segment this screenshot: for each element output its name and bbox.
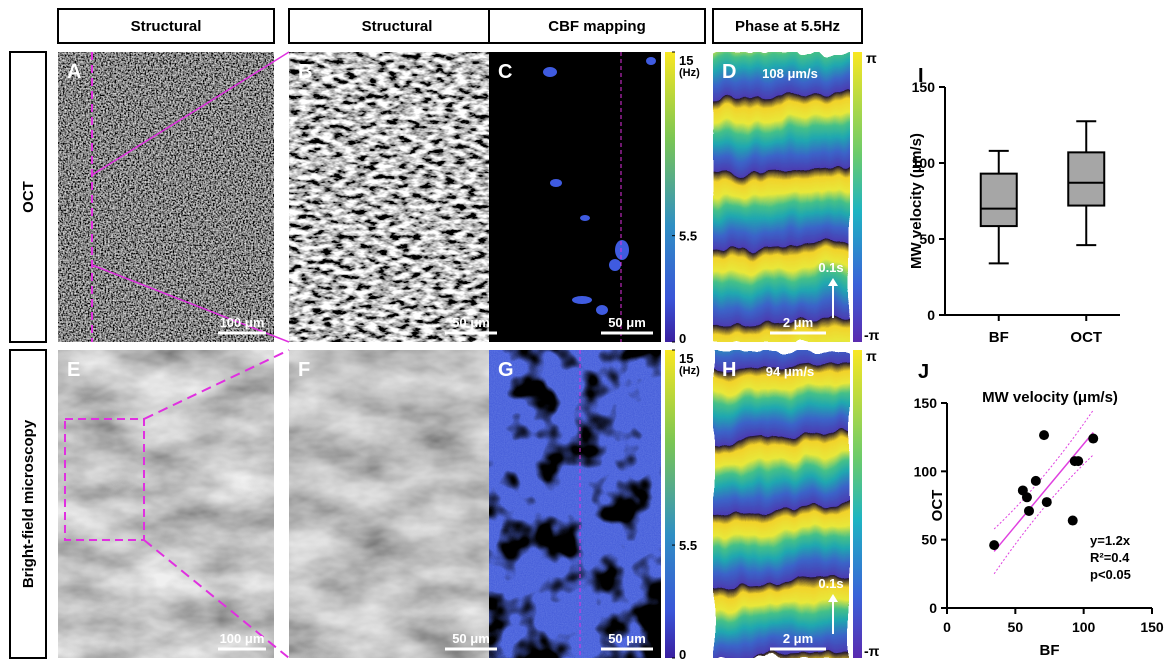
colorbar-tick-label: 15 <box>679 351 693 366</box>
time-label: 0.1s <box>818 576 843 591</box>
panel-label: E <box>67 359 80 381</box>
image-a-texture <box>58 52 274 342</box>
images <box>58 52 850 658</box>
velocity-label: 108 μm/s <box>762 66 818 81</box>
column-header: Structural <box>362 18 433 35</box>
point <box>1068 516 1078 526</box>
phase-top: π <box>866 50 877 66</box>
x-tick-label: 50 <box>1008 619 1024 635</box>
scale-bar-label: 50 μm <box>452 631 490 646</box>
colorbar-tick-label: 15 <box>679 53 693 68</box>
panel-label: B <box>298 61 312 83</box>
row-label: Bright-field microscopy <box>20 419 37 588</box>
image-f-texture <box>289 350 505 658</box>
colorbar-unit: (Hz) <box>679 67 700 79</box>
y-axis-label: OCT <box>929 490 946 522</box>
cbf-colorbar <box>665 52 675 342</box>
x-tick-label: BF <box>989 329 1009 346</box>
scale-bar-label: 50 μm <box>608 315 646 330</box>
y-axis-label: MW velocity (μm/s) <box>908 133 925 269</box>
point <box>1039 430 1049 440</box>
column-header: Structural <box>131 18 202 35</box>
chart-title: MW velocity (μm/s) <box>982 389 1118 406</box>
colorbar-unit: (Hz) <box>679 365 700 377</box>
y-tick-label: 50 <box>919 231 935 247</box>
time-label: 0.1s <box>818 260 843 275</box>
point <box>1031 476 1041 486</box>
figure: Structural Structural CBF mapping Phase at … <box>0 0 1170 660</box>
y-tick-label: 50 <box>921 532 937 548</box>
point <box>1022 492 1032 502</box>
panel-label: J <box>918 361 929 383</box>
point <box>1073 456 1083 466</box>
phase-bottom: -π <box>864 643 880 659</box>
box <box>981 174 1017 226</box>
panel-label: A <box>67 61 81 83</box>
y-tick-label: 0 <box>929 600 937 616</box>
phase-colorbar <box>853 52 862 342</box>
image-e-texture <box>58 350 274 658</box>
colorbar-tick-label: 5.5 <box>679 538 697 553</box>
y-tick-label: 100 <box>912 155 936 171</box>
image-g-mask <box>489 350 661 658</box>
scale-bar-label: 100 μm <box>220 315 265 330</box>
velocity-label: 94 μm/s <box>766 364 814 379</box>
phase-colorbar <box>853 350 862 658</box>
x-tick-label: OCT <box>1070 329 1102 346</box>
scale-bar-label: 50 μm <box>452 315 490 330</box>
point <box>1088 434 1098 444</box>
scale-bar-label: 2 μm <box>783 631 813 646</box>
panel-label: G <box>498 359 514 381</box>
x-tick-label: 150 <box>1140 619 1164 635</box>
colorbar-tick-label: 0 <box>679 331 686 346</box>
phase-top: π <box>866 348 877 364</box>
x-tick-label: 100 <box>1072 619 1096 635</box>
fit-line <box>994 433 1093 552</box>
panel-label: F <box>298 359 310 381</box>
scale-bar-label: 2 μm <box>783 315 813 330</box>
phase-bottom: -π <box>864 327 880 343</box>
scale-bar-label: 50 μm <box>608 631 646 646</box>
panel-label: H <box>722 359 736 381</box>
image-d <box>713 52 850 342</box>
y-tick-label: 0 <box>927 307 935 323</box>
box <box>1068 152 1104 205</box>
point <box>1042 497 1052 507</box>
y-tick-label: 150 <box>914 395 938 411</box>
row-label: OCT <box>20 181 37 213</box>
annotation: p<0.05 <box>1090 567 1131 582</box>
panel-label: C <box>498 61 512 83</box>
colorbar-tick-label: 0 <box>679 647 686 660</box>
point <box>989 540 999 550</box>
annotation: R²=0.4 <box>1090 550 1130 565</box>
y-tick-label: 100 <box>914 463 938 479</box>
panel-label: D <box>722 61 736 83</box>
y-tick-label: 150 <box>912 79 936 95</box>
column-header: Phase at 5.5Hz <box>735 18 840 35</box>
colorbar-tick-label: 5.5 <box>679 229 697 244</box>
annotation: y=1.2x <box>1090 533 1131 548</box>
column-header: CBF mapping <box>548 18 646 35</box>
x-tick-label: 0 <box>943 619 951 635</box>
x-axis-label: BF <box>1040 642 1060 659</box>
scale-bar-label: 100 μm <box>220 631 265 646</box>
cbf-colorbar <box>665 350 675 658</box>
point <box>1024 506 1034 516</box>
image-h <box>713 350 850 658</box>
image-b <box>289 52 505 342</box>
